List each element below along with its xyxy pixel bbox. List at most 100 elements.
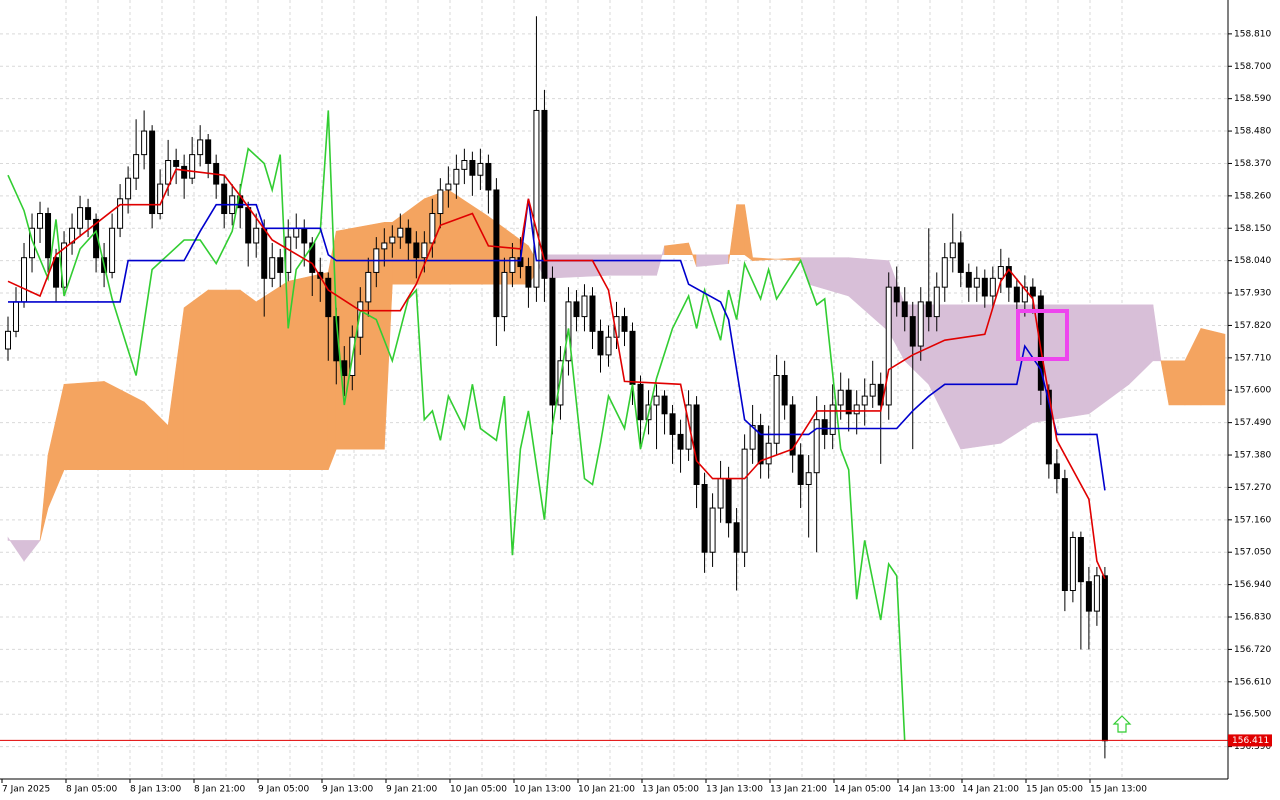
candle-body <box>981 277 988 297</box>
last-price-label: 156.411 <box>1232 736 1269 746</box>
cloud-segment <box>207 289 241 471</box>
candle-body <box>1029 286 1036 297</box>
candle-body <box>805 472 812 485</box>
candle-body <box>525 266 532 288</box>
candle-body <box>773 375 780 444</box>
candle-body <box>621 316 628 332</box>
candle-body <box>885 286 892 406</box>
candle-body <box>1061 478 1068 592</box>
candle-body <box>581 295 588 318</box>
candle-body <box>837 389 844 406</box>
x-tick-label: 15 Jan 05:00 <box>1026 785 1083 795</box>
candle-body <box>205 139 212 164</box>
candle-body <box>469 160 476 176</box>
y-tick-label: 156.720 <box>1234 645 1271 655</box>
y-tick-label: 156.940 <box>1234 580 1271 590</box>
cloud-segment <box>608 254 657 276</box>
candle-body <box>797 454 804 485</box>
candle-body <box>757 425 764 465</box>
cloud-segment <box>1168 360 1186 406</box>
grid <box>0 0 1228 779</box>
y-tick-label: 157.710 <box>1234 353 1271 363</box>
candle-body <box>973 277 980 288</box>
indicator-line <box>7 110 906 741</box>
candle-body <box>821 419 828 435</box>
y-tick-label: 156.390 <box>1234 742 1271 752</box>
candle-body <box>357 301 364 338</box>
candle-body <box>845 389 852 415</box>
candle-body <box>301 227 308 244</box>
y-tick-label: 157.600 <box>1234 386 1271 396</box>
y-tick-label: 156.500 <box>1234 710 1271 720</box>
candle-body <box>957 242 964 273</box>
candle-body <box>605 336 612 356</box>
candle-body <box>861 395 868 406</box>
cloud-segment <box>544 254 609 279</box>
x-tick-label: 14 Jan 13:00 <box>898 785 955 795</box>
y-tick-label: 157.050 <box>1234 548 1271 558</box>
candle-body <box>541 109 548 279</box>
candle-body <box>725 478 732 524</box>
x-tick-label: 15 Jan 13:00 <box>1090 785 1147 795</box>
x-tick-label: 14 Jan 21:00 <box>962 785 1019 795</box>
y-tick-label: 157.380 <box>1234 451 1271 461</box>
y-tick-label: 157.930 <box>1234 289 1271 299</box>
candle-body <box>853 404 860 415</box>
candle-body <box>717 478 724 509</box>
candle-body <box>989 277 996 297</box>
candle-body <box>589 295 596 332</box>
y-tick-label: 157.160 <box>1234 515 1271 525</box>
candle-body <box>1093 575 1100 612</box>
candle-body <box>765 442 772 465</box>
y-tick-label: 158.810 <box>1234 29 1271 39</box>
candle-body <box>37 213 44 229</box>
candle-body <box>389 236 396 244</box>
candle-body <box>637 383 644 421</box>
candle-body <box>509 257 516 273</box>
candle-body <box>221 183 228 215</box>
candle-body <box>1005 266 1012 288</box>
candle-body <box>189 154 196 179</box>
candle-body <box>1069 536 1076 592</box>
candle-body <box>653 395 660 406</box>
candle-body <box>29 227 36 259</box>
candle-body <box>277 257 284 273</box>
candle-body <box>901 301 908 318</box>
x-tick-label: 8 Jan 13:00 <box>130 785 182 795</box>
x-tick-label: 8 Jan 05:00 <box>66 785 118 795</box>
candle-body <box>77 207 84 229</box>
candle-body <box>157 183 164 215</box>
candle-body <box>789 404 796 456</box>
candle-body <box>53 257 60 288</box>
candle-body <box>597 330 604 356</box>
candle-body <box>133 154 140 179</box>
candle-body <box>461 160 468 170</box>
candle-body <box>1021 286 1028 303</box>
x-tick-label: 10 Jan 05:00 <box>450 785 507 795</box>
x-tick-label: 10 Jan 21:00 <box>578 785 635 795</box>
candle-body <box>381 242 388 250</box>
candle-body <box>1037 295 1044 391</box>
cloud-segment <box>239 289 257 471</box>
y-tick-label: 157.820 <box>1234 321 1271 331</box>
candle-body <box>125 177 132 200</box>
candle-body <box>197 139 204 156</box>
y-tick-label: 158.700 <box>1234 62 1271 72</box>
indicator-line <box>7 168 1106 580</box>
candle-body <box>869 383 876 397</box>
y-tick-label: 156.830 <box>1234 613 1271 623</box>
x-tick-label: 13 Jan 21:00 <box>770 785 827 795</box>
candle-body <box>13 301 20 332</box>
candle-body <box>749 425 756 450</box>
cloud-segment <box>960 304 1002 450</box>
candle-body <box>997 266 1004 279</box>
candle-body <box>925 301 932 318</box>
candle-body <box>549 277 556 406</box>
candle-body <box>117 198 124 229</box>
candle-body <box>413 242 420 259</box>
candle-body <box>405 227 412 244</box>
indicator-line <box>8 198 1106 491</box>
candle-body <box>501 271 508 318</box>
cloud <box>7 189 1226 563</box>
